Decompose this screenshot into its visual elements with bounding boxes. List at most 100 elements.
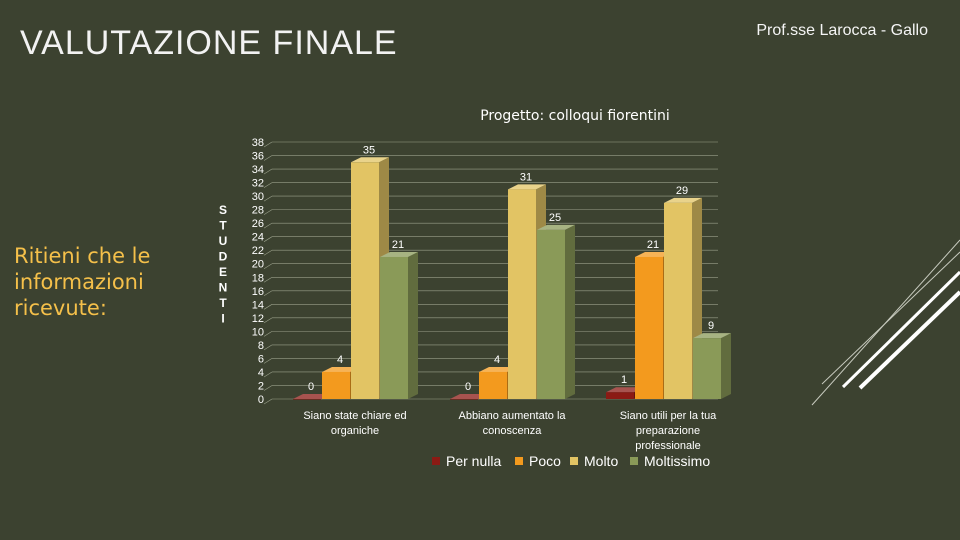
bar [664, 202, 692, 399]
slide-title: VALUTAZIONE FINALE [20, 24, 398, 62]
bar-top [322, 366, 360, 372]
data-label: 4 [494, 354, 500, 366]
gridline-depth [263, 222, 273, 229]
gridline-depth [263, 263, 273, 269]
gridline-depth [263, 155, 273, 161]
data-label: 0 [308, 381, 314, 393]
bar [508, 189, 536, 399]
data-label: 4 [337, 354, 343, 366]
legend-label: Poco [529, 453, 561, 469]
bar-side [408, 251, 418, 399]
bar-top [635, 251, 673, 257]
x-tick-label: preparazione [636, 425, 700, 437]
gridline-depth [263, 344, 273, 351]
x-tick-label: professionale [635, 440, 700, 452]
bar [606, 392, 634, 399]
y-axis-label-letter: I [221, 312, 224, 326]
y-axis-label-letter: E [219, 265, 227, 279]
legend-swatch [432, 457, 440, 465]
x-tick-label: Siano utili per la tua [620, 410, 717, 422]
data-label: 35 [363, 144, 375, 156]
bar [537, 229, 565, 399]
x-tick-label: Abbiano aumentato la [458, 410, 566, 422]
bar-side [721, 333, 731, 399]
y-tick-label: 28 [252, 205, 264, 217]
bar-top [479, 366, 517, 372]
y-tick-label: 22 [252, 245, 264, 257]
y-axis-label-letter: T [219, 219, 227, 233]
bar-top [380, 251, 418, 257]
bar-top [293, 394, 331, 399]
bar-top [664, 197, 702, 203]
gridline-depth [263, 236, 273, 242]
data-label: 25 [549, 212, 561, 224]
gridline-depth [263, 249, 273, 256]
data-label: 9 [708, 320, 714, 332]
y-axis-label-letter: U [219, 234, 228, 248]
gridline-depth [263, 358, 273, 364]
author-text: Prof.sse Larocca - Gallo [756, 22, 928, 39]
y-axis-label-letter: D [219, 250, 228, 264]
bar-top [606, 387, 644, 393]
y-tick-label: 34 [252, 164, 264, 176]
gridline-depth [263, 398, 273, 405]
bar-top [537, 224, 575, 230]
gridline-depth [263, 141, 273, 148]
x-tick-label: organiche [331, 425, 379, 437]
gridline-depth [263, 371, 273, 378]
data-label: 31 [520, 171, 532, 183]
gridline-depth [263, 277, 273, 283]
y-tick-label: 10 [252, 326, 264, 338]
bar [635, 256, 663, 399]
bar-top [450, 394, 488, 399]
bar [450, 399, 478, 400]
legend-label: Molto [584, 453, 618, 469]
y-tick-label: 0 [258, 394, 264, 406]
y-tick-label: 6 [258, 353, 264, 365]
y-tick-label: 8 [258, 340, 264, 352]
y-tick-label: 24 [252, 232, 264, 244]
y-tick-label: 30 [252, 191, 264, 203]
y-tick-label: 12 [252, 313, 264, 325]
y-tick-label: 38 [252, 137, 264, 149]
y-tick-label: 2 [258, 380, 264, 392]
x-tick-label: Siano state chiare ed [303, 410, 406, 422]
bar-top [693, 333, 731, 339]
data-label: 0 [465, 381, 471, 393]
gridline-depth [263, 168, 273, 175]
legend-label: Moltissimo [644, 453, 710, 469]
legend-swatch [515, 457, 523, 465]
gridline-depth [263, 331, 273, 337]
data-label: 1 [621, 374, 627, 386]
chart-title: Progetto: colloqui fiorentini [480, 108, 670, 124]
bar-top [351, 157, 389, 163]
gridline-depth [263, 317, 273, 324]
question-text: Ritieni che le informazioni ricevute: [14, 244, 151, 320]
legend-label: Per nulla [446, 453, 501, 469]
gridline-depth [263, 195, 273, 202]
y-axis-label-letter: N [219, 281, 228, 295]
bar [693, 338, 721, 399]
gridline-depth [263, 385, 273, 391]
data-label: 21 [647, 239, 659, 251]
legend-swatch [570, 457, 578, 465]
x-tick-label: conoscenza [483, 425, 543, 437]
y-tick-label: 4 [258, 367, 264, 379]
bar [351, 162, 379, 399]
bar [380, 256, 408, 399]
gridline-depth [263, 290, 273, 297]
y-axis-label-letter: T [219, 296, 227, 310]
bar-top [508, 184, 546, 190]
bar [322, 371, 350, 399]
y-tick-label: 26 [252, 218, 264, 230]
gridline-depth [263, 182, 273, 188]
bar-side [565, 224, 575, 399]
y-tick-label: 36 [252, 151, 264, 163]
legend-swatch [630, 457, 638, 465]
y-axis-label-letter: S [219, 203, 227, 217]
bar [479, 371, 507, 399]
y-tick-label: 32 [252, 178, 264, 190]
y-tick-label: 16 [252, 286, 264, 298]
